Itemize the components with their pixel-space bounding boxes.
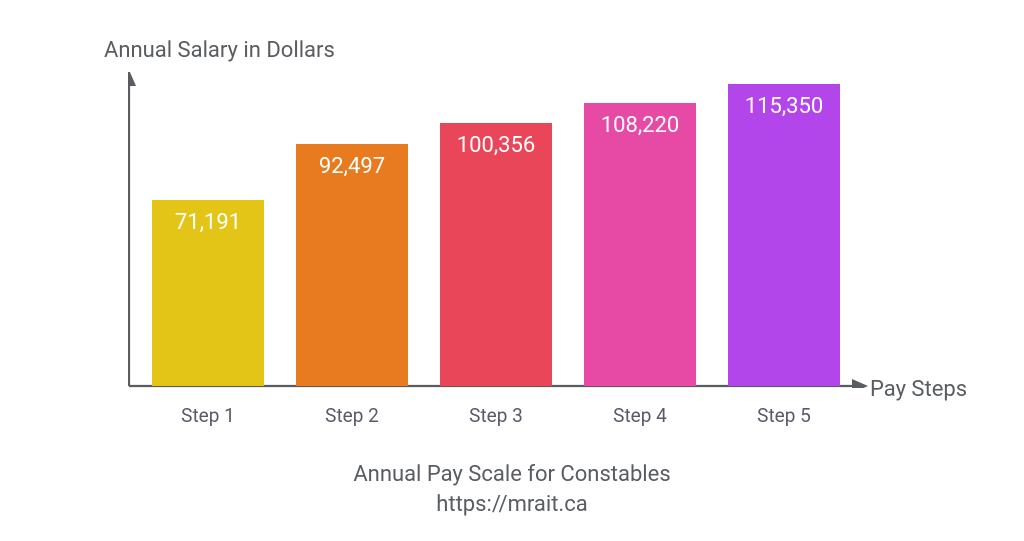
y-axis-title: Annual Salary in Dollars	[104, 38, 335, 63]
bar-step-5: 115,350	[728, 84, 840, 386]
bar-value-label: 108,220	[584, 113, 696, 138]
bar-step-1: 71,191	[152, 200, 264, 386]
x-tick-label: Step 1	[152, 404, 264, 427]
bars-container: 71,191 92,497 100,356 108,220 115,350	[128, 72, 868, 388]
x-tick-label: Step 5	[728, 404, 840, 427]
bar-step-3: 100,356	[440, 123, 552, 386]
bar-value-label: 115,350	[728, 94, 840, 119]
x-tick-label: Step 4	[584, 404, 696, 427]
caption-source: https://mrait.ca	[0, 490, 1024, 520]
salary-bar-chart: Annual Salary in Dollars 71,191 92,497 100…	[0, 0, 1024, 541]
bar-step-2: 92,497	[296, 144, 408, 386]
x-tick-label: Step 2	[296, 404, 408, 427]
chart-caption: Annual Pay Scale for Constables https://…	[0, 460, 1024, 519]
bar-value-label: 100,356	[440, 133, 552, 158]
bar-step-4: 108,220	[584, 103, 696, 386]
x-tick-label: Step 3	[440, 404, 552, 427]
x-axis-title: Pay Steps	[870, 377, 967, 402]
caption-title: Annual Pay Scale for Constables	[0, 460, 1024, 490]
bar-value-label: 92,497	[296, 154, 408, 179]
bar-value-label: 71,191	[152, 210, 264, 235]
x-axis-labels: Step 1 Step 2 Step 3 Step 4 Step 5	[128, 404, 868, 434]
